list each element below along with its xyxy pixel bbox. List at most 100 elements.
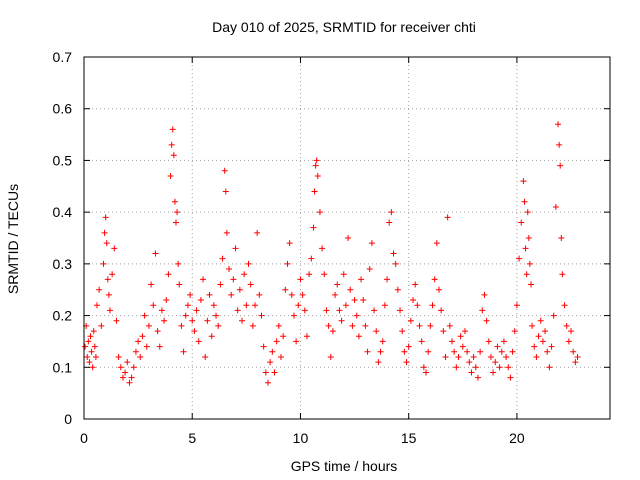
data-point [286,240,293,247]
data-point [193,307,200,314]
data-point [505,364,512,371]
plot-frame [83,56,611,420]
data-point [124,359,131,366]
data-point [433,240,440,247]
data-point [262,369,269,376]
data-point [82,343,89,350]
data-point [180,348,187,355]
data-point [184,302,191,309]
data-point [403,359,410,366]
data-point [555,121,562,128]
data-point [191,328,198,335]
data-point [91,343,98,350]
data-point [111,245,118,252]
data-point [104,276,111,283]
data-point [340,271,347,278]
data-point [87,333,94,340]
data-point [451,348,458,355]
data-point [165,271,172,278]
data-point [170,152,177,159]
data-point [520,178,527,185]
data-point [288,291,295,298]
data-point [487,353,494,360]
data-point [171,198,178,205]
x-tick-label: 5 [188,430,196,446]
data-point [122,369,129,376]
data-point [267,359,274,366]
data-point [130,364,137,371]
data-point [379,338,386,345]
data-point [254,229,261,236]
data-point [158,307,165,314]
data-point [416,322,423,329]
data-point [523,271,530,278]
data-point [310,224,317,231]
data-point [521,198,528,205]
data-point [345,235,352,241]
data-point [152,250,159,257]
data-point [483,317,490,324]
data-point [86,359,93,366]
data-point [219,255,226,262]
data-point [210,302,217,309]
data-point [498,348,505,355]
data-point [150,302,157,309]
data-point [161,317,168,324]
data-point [440,328,447,335]
data-point [306,271,313,278]
data-point [319,245,326,252]
data-point [141,312,148,319]
data-point [175,260,182,267]
data-point [338,317,345,324]
data-point [145,322,152,329]
data-point [535,333,542,340]
data-point [466,359,473,366]
data-point [234,307,241,314]
y-tick-label: 0.3 [53,256,73,272]
data-point [213,312,220,319]
x-tick-label: 0 [80,430,88,446]
data-point [492,359,499,366]
data-point [168,141,175,148]
data-point [477,348,484,355]
data-point [85,338,92,345]
data-point [215,322,222,329]
data-point [423,369,430,376]
data-point [524,209,531,216]
data-point [230,276,237,283]
data-point [303,333,310,340]
data-point [481,291,488,298]
data-point [115,353,122,360]
data-point [453,364,460,371]
x-tick-label: 10 [293,430,309,446]
data-point [101,229,108,236]
data-point [351,297,358,304]
data-point [275,322,282,329]
data-point [563,322,570,329]
y-tick-label: 0.6 [53,101,73,117]
data-point [479,307,486,314]
data-point [550,312,557,319]
data-point [299,291,306,298]
data-point [468,369,475,376]
data-point [405,343,412,350]
data-point [407,317,414,324]
data-point [273,338,280,345]
y-tick-label: 0.1 [53,359,73,375]
data-point [446,322,453,329]
data-point [373,328,380,335]
y-tick-label: 0.2 [53,308,73,324]
data-point [503,353,510,360]
data-point [548,343,555,350]
data-point [414,302,421,309]
data-point [239,317,246,324]
data-point [297,276,304,283]
data-point [518,219,525,226]
data-point [347,286,354,293]
y-tick-label: 0.7 [53,49,73,65]
data-point [84,353,91,360]
data-point [565,338,572,345]
data-point [88,348,95,355]
data-point [509,348,516,355]
